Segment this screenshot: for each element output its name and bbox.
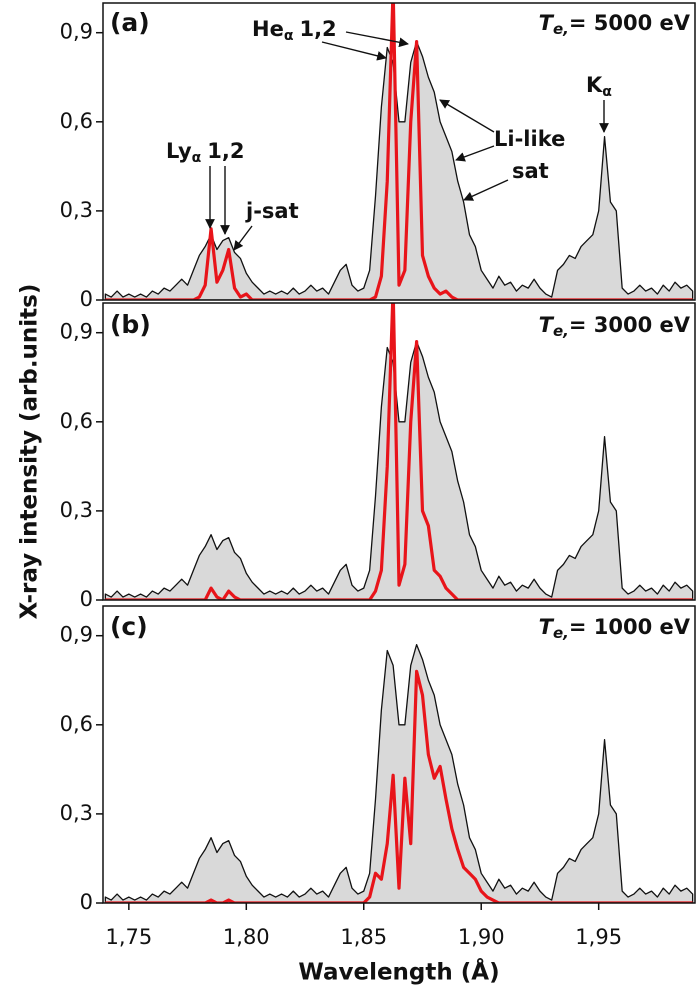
x-tick-label: 1,75 <box>105 925 152 949</box>
annotation-text: He <box>252 17 284 41</box>
y-tick-label: 0,6 <box>60 109 93 133</box>
temperature-symbol: T <box>539 615 555 639</box>
plot-frame <box>102 605 696 904</box>
temperature-symbol: T <box>539 313 555 337</box>
panel-label: (c) <box>110 612 148 641</box>
temperature-symbol: T <box>539 11 555 35</box>
y-tick-label: 0 <box>80 890 93 914</box>
annotation-text: Ly <box>166 139 192 163</box>
annotation: j-sat <box>245 199 299 223</box>
temperature-value: = 5000 eV <box>569 11 691 35</box>
arrow <box>463 179 509 201</box>
panel-label: (b) <box>110 310 151 339</box>
arrow <box>345 31 409 48</box>
annotation: Kα <box>586 73 612 100</box>
annotation: Li-like <box>494 127 565 151</box>
temperature-subscript: e, <box>553 20 569 38</box>
temperature-label: Te,= 5000 eV <box>539 11 691 38</box>
spectrum-area <box>104 340 694 600</box>
simulation-line <box>105 669 693 903</box>
spectrum-area <box>104 40 694 300</box>
temperature-subscript: e, <box>553 322 569 340</box>
y-tick-label: 0,9 <box>60 623 93 647</box>
arrow <box>455 145 495 162</box>
plot-frame <box>102 2 696 301</box>
annotation-sub: α <box>602 84 612 100</box>
simulation-line <box>105 3 693 300</box>
y-tick-label: 0,6 <box>60 409 93 433</box>
y-tick-label: 0,3 <box>60 498 93 522</box>
x-axis-label: Wavelength (Å) <box>298 958 499 986</box>
temperature-subscript: e, <box>553 624 569 642</box>
spectrum-area <box>104 643 694 903</box>
arrow <box>439 99 495 133</box>
y-tick-label: 0,9 <box>60 20 93 44</box>
y-tick-label: 0 <box>80 587 93 611</box>
panel-label: (a) <box>110 8 150 37</box>
arrow <box>233 225 253 251</box>
annotation-arrows <box>205 31 609 251</box>
x-tick-label: 1,80 <box>223 925 270 949</box>
y-tick-label: 0,3 <box>60 198 93 222</box>
y-tick-label: 0,9 <box>60 320 93 344</box>
y-tick-label: 0 <box>80 287 93 311</box>
annotation-suffix: 1,2 <box>299 17 336 41</box>
series-group <box>104 303 694 600</box>
x-tick-label: 1,95 <box>575 925 622 949</box>
annotation-text: K <box>586 73 603 97</box>
arrow <box>321 41 387 61</box>
annotation: Lyα 1,2 <box>166 139 244 166</box>
y-axis-label: X-ray intensity (arb.units) <box>17 284 43 620</box>
y-tick-label: 0,3 <box>60 801 93 825</box>
series-group <box>104 3 694 300</box>
temperature-value: = 3000 eV <box>569 313 691 337</box>
y-tick-label: 0,6 <box>60 712 93 736</box>
annotation: sat <box>512 159 549 183</box>
temperature-value: = 1000 eV <box>569 615 691 639</box>
annotation-sub: α <box>192 150 202 166</box>
annotation-suffix: 1,2 <box>207 139 244 163</box>
annotation: Heα 1,2 <box>252 17 337 44</box>
series-group <box>104 643 694 903</box>
x-tick-label: 1,90 <box>458 925 505 949</box>
temperature-label: Te,= 1000 eV <box>539 615 691 642</box>
x-tick-label: 1,85 <box>340 925 387 949</box>
plot-frame <box>102 302 696 601</box>
plots: 0 0,3 0,6 0,9 0 0,3 0,6 0,9 X-ray intensity (arb… <box>17 2 696 986</box>
temperature-label: Te,= 3000 eV <box>539 313 691 340</box>
simulation-line <box>105 303 693 600</box>
annotation-sub: α <box>284 28 294 44</box>
